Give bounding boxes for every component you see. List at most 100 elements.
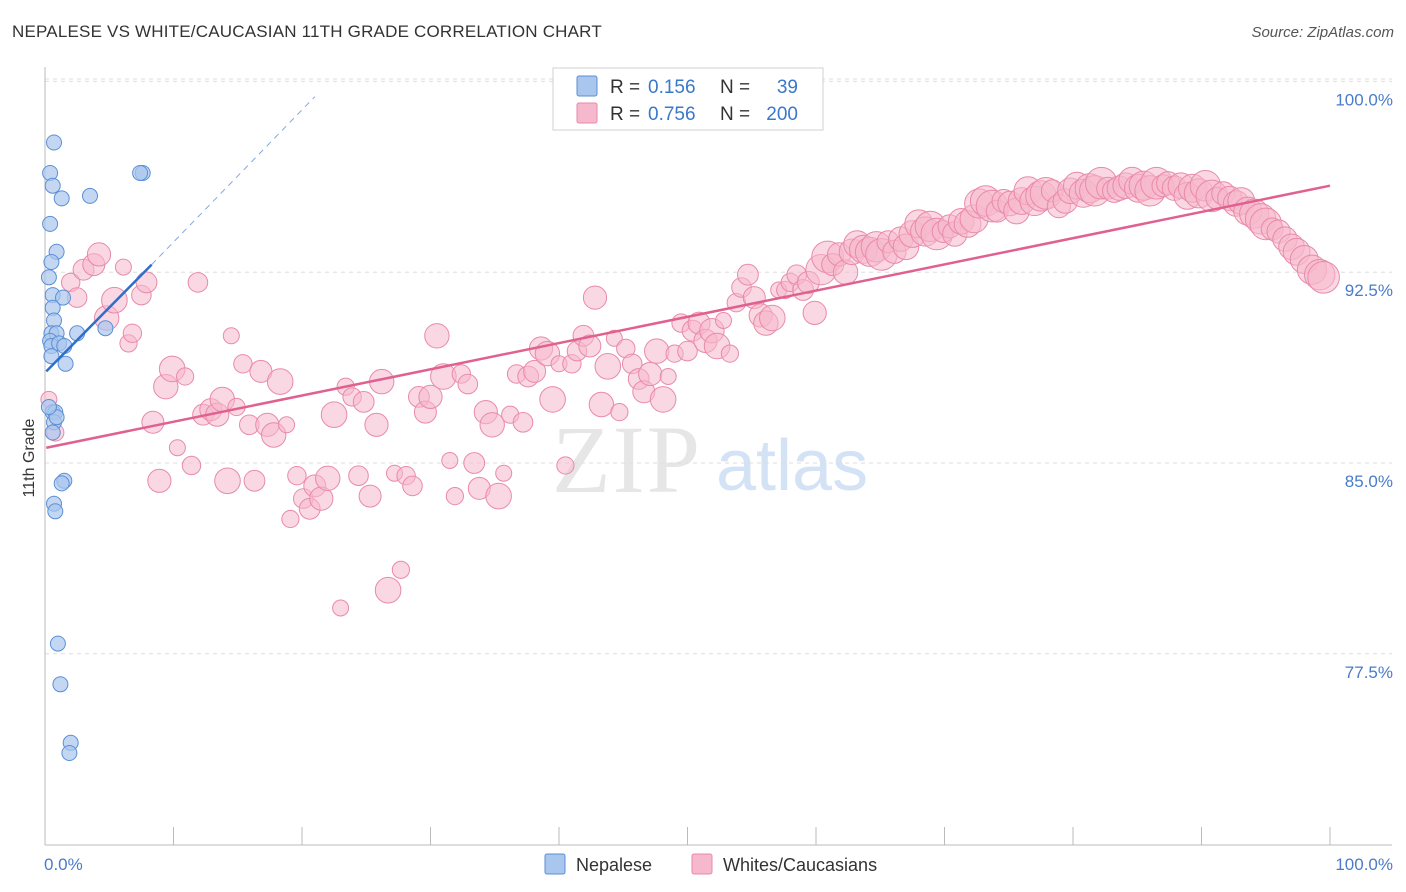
nepalese-point [43,348,60,365]
nepalese-points [40,134,151,761]
white-point [114,258,132,276]
white-point [715,312,732,329]
white-caucasian-points [40,166,1340,617]
white-point [424,323,450,349]
nepalese-point [82,187,98,204]
nepalese-point [40,269,57,286]
white-point [649,386,677,413]
white-point [759,304,786,332]
bottom-legend-swatch-nepalese [544,853,566,875]
y-axis-label: 11th Grade [21,418,38,497]
white-point [402,475,423,497]
white-point [332,599,350,617]
white-point [659,368,677,385]
nepalese-trend-line [45,263,153,373]
watermark-atlas: atlas [716,426,868,506]
white-point [578,334,602,358]
white-point [176,367,195,386]
white-point [266,368,294,395]
white-point [278,416,296,434]
nepalese-point [61,745,78,761]
white-point [348,465,369,487]
white-point [582,285,608,310]
white-point [1307,261,1340,294]
y-tick-label-3: 100.0% [1335,90,1393,109]
white-point [135,271,158,294]
white-point [638,361,663,387]
legend-n-label-white: N = [720,104,750,125]
x-tick-label-max: 100.0% [1335,855,1393,874]
white-point [214,467,241,495]
trend-lines [45,96,1331,449]
white-point [539,386,566,413]
nepalese-point [46,134,62,151]
nepalese-point [53,475,70,492]
white-point [644,338,670,364]
white-point [802,300,827,325]
white-point [605,329,623,347]
axes [44,67,1392,846]
white-point [391,560,410,579]
watermark-zip: ZIP [552,406,702,513]
bottom-legend-label-nepalese: Nepalese [576,855,652,875]
nepalese-point [97,320,114,337]
white-point [512,412,534,433]
y-tick-labels: 77.5% 85.0% 92.5% 100.0% [1335,90,1393,681]
white-point [320,401,348,429]
white-point [358,484,382,508]
legend-r-label-nepalese: R = [610,77,640,98]
white-point [222,327,240,345]
white-point [610,403,629,422]
white-point [523,359,547,383]
nepalese-point [132,165,149,181]
white-point [418,384,443,409]
white-point [441,452,459,469]
white-point [352,391,375,413]
legend-r-label-white: R = [610,104,640,125]
y-tick-label-1: 85.0% [1345,472,1393,491]
nepalese-point [49,635,66,652]
nepalese-point [44,424,61,441]
white-point [594,353,622,380]
nepalese-trend-extension [151,96,316,265]
nepalese-point [44,177,61,194]
nepalese-point [40,399,57,415]
nepalese-point [56,338,73,354]
white-point [315,465,341,491]
nepalese-point [55,289,71,306]
y-tick-label-0: 77.5% [1345,663,1393,682]
bottom-legend-swatch-white [691,853,713,875]
legend-n-value-nepalese: 39 [777,77,798,98]
white-point [374,576,402,604]
white-point [86,242,112,267]
legend-r-value-nepalese: 0.156 [648,77,696,98]
chart-title: NEPALESE VS WHITE/CAUCASIAN 11TH GRADE C… [12,22,602,41]
white-trend-line [46,184,1331,449]
white-point [364,412,389,437]
series-legend: Nepalese Whites/Caucasians [544,853,877,875]
white-point [243,469,266,492]
white-point [457,373,479,395]
legend-n-label-nepalese: N = [720,77,750,98]
nepalese-point [43,254,60,270]
white-point [485,482,512,510]
white-point [463,452,486,474]
white-point [181,455,202,476]
bottom-legend-label-white: Whites/Caucasians [723,855,877,875]
white-point [479,412,505,438]
y-tick-label-2: 92.5% [1345,281,1393,300]
legend-r-value-white: 0.756 [648,104,696,125]
nepalese-point [42,215,59,232]
x-tick-label-min: 0.0% [44,855,83,874]
white-point [141,410,165,434]
white-point [737,263,759,286]
white-point [147,468,172,493]
stats-legend-box [552,67,824,131]
white-point [287,466,307,486]
white-point [445,487,464,506]
white-point [187,272,209,293]
legend-swatch-nepalese [576,75,598,97]
nepalese-point [57,355,74,372]
white-point [677,340,698,362]
